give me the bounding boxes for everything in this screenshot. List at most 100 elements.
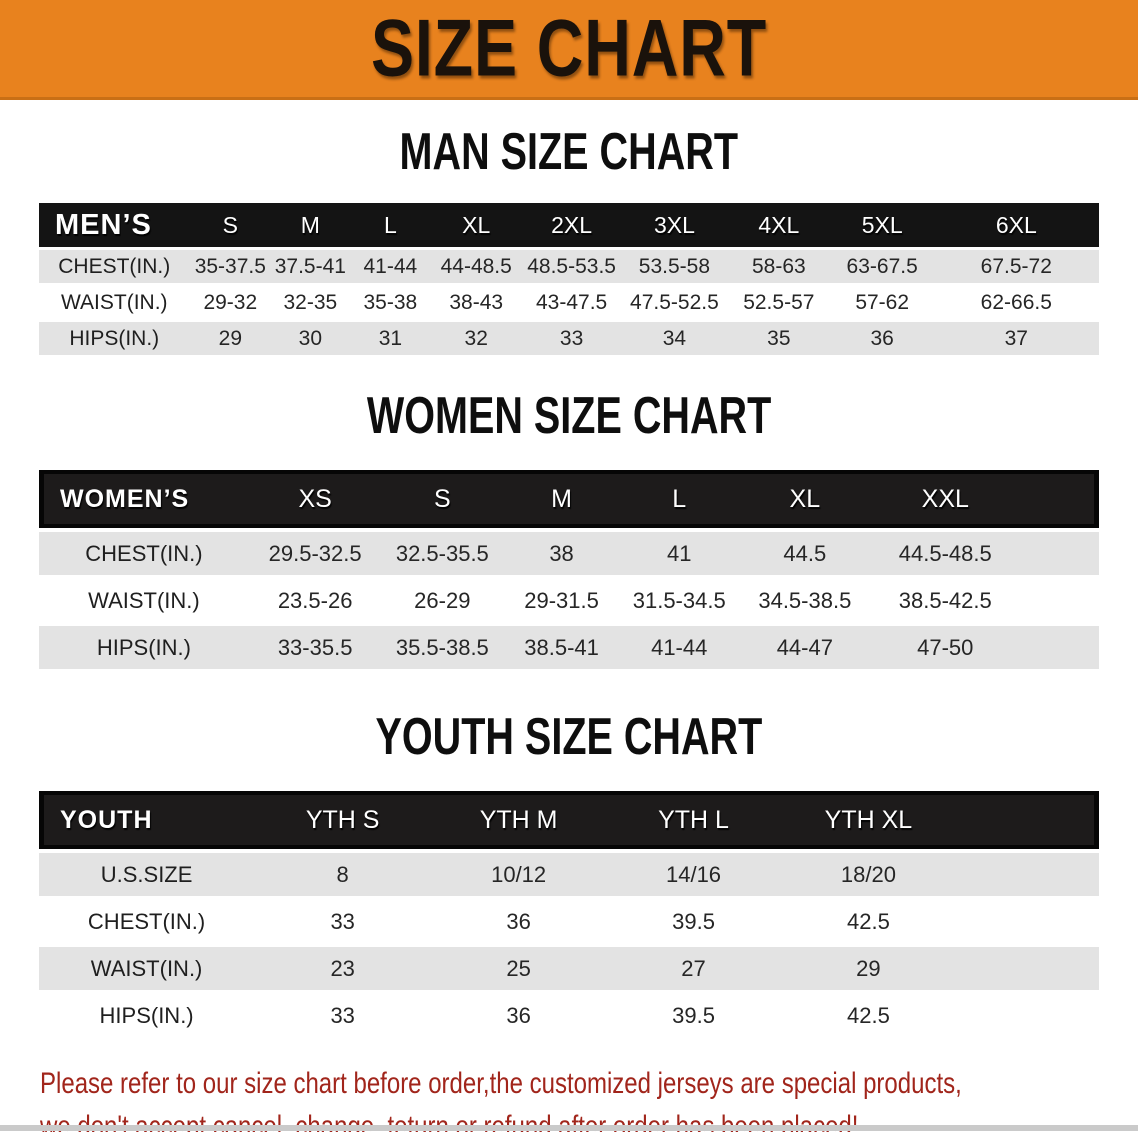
table-row: CHEST(IN.) 29.5-32.5 32.5-35.5 38 41 44.5 44.5… [39,532,1099,575]
table-cell: 41-44 [363,254,418,278]
table-cell: 32-35 [283,290,338,314]
filler-cell [1019,532,1099,575]
column-header: WOMEN’S [39,470,249,528]
table-cell: 44.5 [783,540,827,566]
order-disclaimer: Please refer to our size chart before or… [0,1063,1138,1132]
table-cell: 38.5-41 [524,634,599,660]
table-cell: 63-67.5 [846,254,918,278]
table-cell: 44.5-48.5 [898,540,992,566]
column-header: S [189,203,272,247]
table-cell: 31 [378,326,403,350]
table-cell: 32.5-35.5 [395,540,489,566]
women-section-title: WOMEN SIZE CHART [39,386,1099,444]
mens-size-table: MEN’S S M L XL 2XL 3XL 4XL 5XL 6XL CHEST(IN.) 35-37… [39,200,1099,358]
table-row: HIPS(IN.) 33 36 39.5 42.5 [39,994,1099,1037]
table-cell: 35-37.5 [194,254,266,278]
table-cell: 35.5-38.5 [395,634,489,660]
table-cell: 36 [506,908,531,934]
table-cell: 67.5-72 [980,254,1052,278]
table-cell: 57-62 [855,290,910,314]
table-cell: 8 [336,861,349,887]
row-label: WAIST(IN.) [60,290,168,314]
table-cell: 29 [218,326,242,350]
row-label: CHEST(IN.) [87,908,206,934]
table-cell: 41 [666,540,692,566]
table-cell: 39.5 [672,908,715,934]
header-row: MEN’S S M L XL 2XL 3XL 4XL 5XL 6XL [39,203,1099,247]
row-label: WAIST(IN.) [88,587,200,613]
men-section-title: MAN SIZE CHART [39,121,1099,181]
table-cell: 32 [464,326,488,350]
table-cell: 42.5 [847,1002,890,1028]
table-cell: 29.5-32.5 [268,540,362,566]
column-header: S [381,470,504,528]
column-header: YTH L [606,791,781,849]
column-header: YTH S [254,791,432,849]
column-header: 5XL [830,203,934,247]
banner-title: SIZE CHART [370,3,768,94]
filler-cell [955,791,1099,849]
filler-cell [1019,470,1099,528]
disclaimer-line-1-text: Please refer to our size chart before or… [40,1067,962,1100]
filler-cell [956,900,1099,943]
filler-cell [1019,579,1099,622]
header-row: YOUTH YTH S YTH M YTH L YTH XL [39,791,1099,849]
table-cell: 36 [870,326,894,350]
row-label: WAIST(IN.) [90,955,203,981]
size-chart-page: MAN SIZE CHART MEN’S S M L XL 2XL 3XL 4XL 5XL 6XL… [0,121,1138,1041]
row-label: HIPS(IN.) [96,634,191,660]
column-header: L [349,203,432,247]
header-row: WOMEN’S XS S M L XL XXL [39,470,1099,528]
table-row: WAIST(IN.) 29-32 32-35 35-38 38-43 43-47.5 47.… [39,286,1099,319]
row-label: CHEST(IN.) [85,540,203,566]
row-label: U.S.SIZE [100,861,193,887]
filler-cell [956,994,1099,1037]
table-row: WAIST(IN.) 23.5-26 26-29 29-31.5 31.5-34.5 34… [39,579,1099,622]
table-cell: 33 [559,326,584,350]
womens-size-table: WOMEN’S XS S M L XL XXL CHEST(IN.) 29.5-32.5 32.5… [39,466,1099,673]
row-label: HIPS(IN.) [99,1002,194,1028]
table-cell: 23.5-26 [277,587,353,613]
table-cell: 26-29 [414,587,471,613]
table-cell: 18/20 [840,861,896,887]
table-cell: 35-38 [363,290,418,314]
table-cell: 38-43 [449,290,504,314]
table-cell: 37 [1004,326,1028,350]
size-chart-banner: SIZE CHART [0,0,1138,100]
table-row: U.S.SIZE 8 10/12 14/16 18/20 [39,853,1099,896]
table-row: HIPS(IN.) 29 30 31 32 33 34 35 36 37 [39,322,1099,355]
column-header: MEN’S [39,203,190,247]
column-header: XL [431,203,522,247]
table-cell: 33 [330,908,355,934]
filler-cell [956,947,1099,990]
youth-section-title-text: YOUTH SIZE CHART [375,706,763,766]
table-cell: 35 [767,326,791,350]
table-cell: 53.5-58 [638,254,711,278]
column-header: XXL [871,470,1020,528]
table-cell: 44-47 [776,634,833,660]
table-row: WAIST(IN.) 23 25 27 29 [39,947,1099,990]
filler-cell [1019,626,1099,669]
table-cell: 14/16 [665,861,722,887]
bottom-divider [0,1125,1138,1131]
table-cell: 47-50 [917,634,974,660]
table-cell: 30 [298,326,323,350]
table-cell: 34 [662,326,687,350]
table-cell: 38 [549,540,574,566]
men-section-title-text: MAN SIZE CHART [399,121,739,181]
table-row: CHEST(IN.) 35-37.5 37.5-41 41-44 44-48.5 48.5… [39,250,1099,283]
table-cell: 39.5 [672,1002,715,1028]
column-header: 2XL [521,203,622,247]
table-cell: 44-48.5 [440,254,512,278]
column-header: 6XL [933,203,1099,247]
column-header: XS [248,470,382,528]
table-cell: 47.5-52.5 [630,290,719,314]
table-cell: 33-35.5 [277,634,353,660]
column-header: M [503,470,620,528]
table-cell: 62-66.5 [980,290,1052,314]
row-label: CHEST(IN.) [58,254,171,278]
table-cell: 58-63 [751,254,806,278]
table-cell: 37.5-41 [274,254,346,278]
table-row: CHEST(IN.) 33 36 39.5 42.5 [39,900,1099,943]
row-label: HIPS(IN.) [69,326,160,350]
